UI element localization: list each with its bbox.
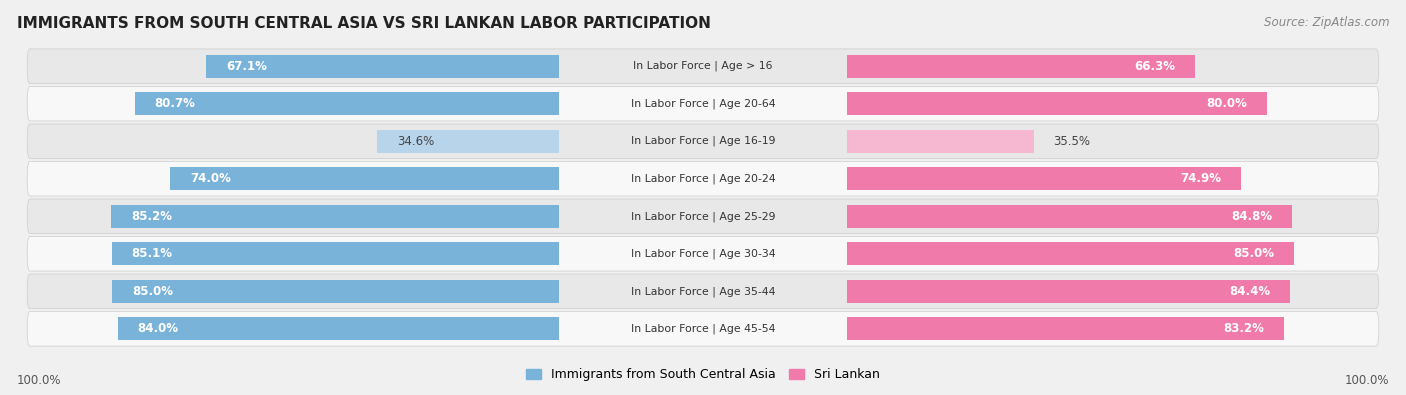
Text: 83.2%: 83.2% (1223, 322, 1264, 335)
Text: 85.1%: 85.1% (132, 247, 173, 260)
Text: Source: ZipAtlas.com: Source: ZipAtlas.com (1264, 16, 1389, 29)
FancyBboxPatch shape (27, 237, 1379, 271)
Bar (377, 130, 558, 153)
FancyBboxPatch shape (27, 49, 1379, 83)
Bar (848, 130, 1033, 153)
Text: 74.0%: 74.0% (190, 172, 231, 185)
Bar (848, 317, 1284, 340)
FancyBboxPatch shape (27, 87, 1379, 121)
Bar (170, 167, 558, 190)
Bar (848, 55, 1195, 78)
Text: 84.0%: 84.0% (138, 322, 179, 335)
Text: 66.3%: 66.3% (1135, 60, 1175, 73)
Text: In Labor Force | Age > 16: In Labor Force | Age > 16 (633, 61, 773, 71)
Bar (848, 280, 1291, 303)
Bar (118, 317, 558, 340)
FancyBboxPatch shape (27, 162, 1379, 196)
Text: 35.5%: 35.5% (1053, 135, 1091, 148)
Text: 80.0%: 80.0% (1206, 97, 1247, 110)
Bar (207, 55, 558, 78)
FancyBboxPatch shape (27, 199, 1379, 233)
Text: 85.0%: 85.0% (1233, 247, 1274, 260)
Bar (848, 92, 1267, 115)
Text: 85.0%: 85.0% (132, 285, 173, 298)
Legend: Immigrants from South Central Asia, Sri Lankan: Immigrants from South Central Asia, Sri … (522, 363, 884, 386)
Bar (111, 205, 558, 228)
FancyBboxPatch shape (27, 274, 1379, 308)
Text: 84.8%: 84.8% (1232, 210, 1272, 223)
Text: 80.7%: 80.7% (155, 97, 195, 110)
Text: In Labor Force | Age 16-19: In Labor Force | Age 16-19 (631, 136, 775, 147)
Text: In Labor Force | Age 30-34: In Labor Force | Age 30-34 (631, 248, 775, 259)
Bar (135, 92, 558, 115)
Text: 100.0%: 100.0% (1344, 374, 1389, 387)
Text: 74.9%: 74.9% (1180, 172, 1220, 185)
Text: In Labor Force | Age 35-44: In Labor Force | Age 35-44 (631, 286, 775, 297)
Text: IMMIGRANTS FROM SOUTH CENTRAL ASIA VS SRI LANKAN LABOR PARTICIPATION: IMMIGRANTS FROM SOUTH CENTRAL ASIA VS SR… (17, 16, 711, 31)
Bar (112, 280, 558, 303)
Text: 67.1%: 67.1% (226, 60, 267, 73)
Bar (848, 242, 1294, 265)
Text: In Labor Force | Age 20-64: In Labor Force | Age 20-64 (631, 98, 775, 109)
Bar (848, 205, 1292, 228)
Bar (848, 167, 1240, 190)
Text: In Labor Force | Age 25-29: In Labor Force | Age 25-29 (631, 211, 775, 222)
Text: In Labor Force | Age 20-24: In Labor Force | Age 20-24 (631, 173, 775, 184)
FancyBboxPatch shape (27, 124, 1379, 158)
Text: 85.2%: 85.2% (131, 210, 172, 223)
Text: In Labor Force | Age 45-54: In Labor Force | Age 45-54 (631, 324, 775, 334)
FancyBboxPatch shape (27, 312, 1379, 346)
Text: 34.6%: 34.6% (396, 135, 434, 148)
Text: 84.4%: 84.4% (1230, 285, 1271, 298)
Text: 100.0%: 100.0% (17, 374, 62, 387)
Bar (112, 242, 558, 265)
